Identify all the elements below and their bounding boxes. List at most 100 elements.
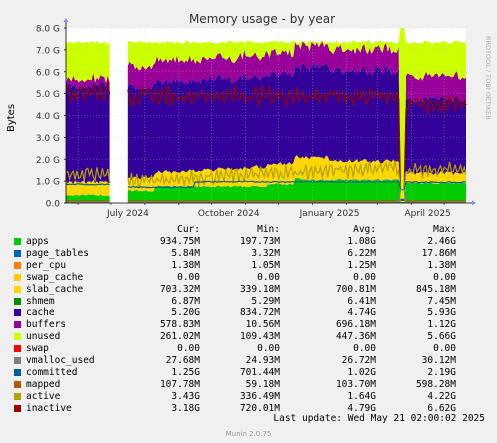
- y-tick-label: 8.0 G: [36, 25, 60, 35]
- legend-value-min: 197.73M: [239, 236, 280, 247]
- legend-swatch-unused: [14, 333, 21, 341]
- legend-value-max: 17.86M: [421, 247, 456, 259]
- y-axis-label: Bytes: [6, 104, 17, 132]
- area-buffers: [66, 72, 110, 90]
- y-axis-ticks: 0.0 1.0 G 2.0 G 3.0 G 4.0 G 5.0 G 6.0 G 7.0 G 8.…: [36, 25, 66, 210]
- area-apps: [127, 178, 467, 203]
- legend-value-min: 3.32M: [251, 247, 280, 259]
- legend-row-active: active 3.43G 336.49M 1.64G 4.22G: [0, 391, 497, 403]
- legend-value-min: 1.05M: [251, 259, 280, 271]
- legend-name: active: [26, 390, 61, 402]
- rrdtool-credit: RRDTOOL / TOBI OETIKER: [484, 36, 492, 120]
- legend-name: apps: [26, 236, 49, 247]
- legend-value-cur: 261.02M: [159, 331, 200, 343]
- legend-value-min: 336.49M: [239, 390, 280, 402]
- legend-swatch-vmalloc_used: [14, 357, 21, 364]
- line-committed: [65, 183, 110, 186]
- legend-value-min: 720.01M: [239, 402, 280, 414]
- legend-value-min: 834.72M: [239, 307, 280, 319]
- legend-value-avg: 0.00: [353, 271, 376, 283]
- legend-value-max: 5.66G: [427, 331, 456, 343]
- legend-value-cur: 0.00: [177, 343, 200, 355]
- line-vmalloc_used: [127, 189, 466, 203]
- legend-value-avg: 1.64G: [347, 390, 376, 402]
- legend-row-buffers: buffers 578.83M 10.56M 696.18M 1.12G: [0, 319, 497, 331]
- legend-swatch-swap: [14, 345, 21, 353]
- legend-value-min: 339.18M: [239, 283, 280, 295]
- legend-name: slab_cache: [26, 283, 84, 295]
- legend-row-swap_cache: swap_cache 0.00 0.00 0.00 0.00: [0, 272, 497, 284]
- x-tick-label: July 2024: [106, 209, 149, 219]
- legend-value-max: 598.28M: [415, 378, 456, 390]
- legend-name: unused: [26, 331, 61, 343]
- x-axis-ticks: July 2024 October 2024 January 2025 April 2…: [77, 203, 451, 219]
- legend-value-min: 701.44M: [239, 366, 280, 378]
- legend-value-max: 5.93G: [427, 307, 456, 319]
- legend-swatch-per_cpu: [14, 261, 21, 269]
- legend-name: committed: [26, 366, 78, 378]
- legend-row-per_cpu: per_cpu 1.38M 1.05M 1.25M 1.38M: [0, 260, 497, 272]
- legend-value-max: 0.00: [433, 271, 456, 283]
- legend-value-min: 59.18M: [245, 378, 280, 390]
- legend-value-min: 24.93M: [245, 355, 280, 366]
- legend-value-cur: 5.20G: [171, 307, 200, 319]
- legend-value-cur: 107.78M: [159, 378, 200, 390]
- legend-value-cur: 0.00: [177, 271, 200, 283]
- legend-value-avg: 700.81M: [335, 283, 376, 295]
- chart-title: Memory usage - by year: [189, 12, 335, 26]
- legend-value-max: 1.12G: [427, 319, 456, 331]
- legend-row-mapped: mapped 107.78M 59.18M 103.70M 598.28M: [0, 379, 497, 391]
- legend-value-max: 6.62G: [427, 402, 456, 414]
- legend-header-cur: Cur:: [177, 224, 200, 235]
- line-inactive: [127, 84, 467, 191]
- legend-value-avg: 1.02G: [347, 366, 376, 378]
- line-active: [127, 160, 467, 191]
- legend-value-max: 4.22G: [427, 390, 456, 402]
- legend-value-avg: 1.25M: [347, 259, 376, 271]
- y-tick-label: 3.0 G: [36, 134, 60, 144]
- legend-value-max: 2.46G: [427, 236, 456, 247]
- legend-value-max: 845.18M: [415, 283, 456, 295]
- line-committed: [127, 180, 467, 191]
- legend-row-cache: cache 5.20G 834.72M 4.74G 5.93G: [0, 307, 497, 319]
- legend-swatch-page_tables: [14, 249, 21, 257]
- legend-value-cur: 3.43G: [171, 390, 200, 402]
- legend-value-min: 5.29M: [251, 295, 280, 307]
- legend-swatch-swap_cache: [14, 273, 21, 281]
- x-axis-arrow: [472, 200, 476, 206]
- x-tick-label: April 2025: [404, 209, 450, 219]
- y-tick-label: 4.0 G: [36, 112, 60, 122]
- legend-name: inactive: [26, 402, 72, 414]
- legend-value-max: 2.19G: [427, 366, 456, 378]
- line-inactive: [65, 80, 111, 103]
- y-axis-arrow: [63, 18, 69, 22]
- legend-value-min: 0.00: [257, 271, 280, 283]
- legend-name: swap_cache: [26, 271, 84, 283]
- legend-value-avg: 26.72M: [341, 355, 376, 366]
- legend-swatch-slab_cache: [14, 285, 21, 293]
- legend-value-cur: 703.32M: [159, 283, 200, 295]
- legend-name: vmalloc_used: [26, 355, 95, 366]
- y-tick-label: 1.0 G: [36, 178, 60, 188]
- y-tick-label: 6.0 G: [36, 68, 60, 78]
- legend-swatch-apps: [14, 238, 21, 245]
- y-tick-label: 0.0: [46, 200, 61, 210]
- legend-value-avg: 696.18M: [335, 319, 376, 331]
- legend-name: buffers: [26, 319, 67, 331]
- legend-value-avg: 4.79G: [347, 402, 376, 414]
- legend-value-min: 109.43M: [239, 331, 280, 343]
- legend-swatch-committed: [14, 368, 21, 376]
- legend-name: per_cpu: [26, 259, 67, 271]
- footer: Munin 2.0.75: [225, 430, 272, 438]
- area-unused: [66, 40, 110, 83]
- legend-value-avg: 447.36M: [335, 331, 376, 343]
- legend-name: page_tables: [26, 247, 89, 259]
- legend-row-apps: apps 934.75M 197.73M 1.08G 2.46G: [0, 236, 497, 248]
- legend-swatch-active: [14, 392, 21, 400]
- legend-swatch-shmem: [14, 297, 21, 305]
- legend-row-inactive: inactive 3.18G 720.01M 4.79G 6.62G: [0, 403, 497, 415]
- overlay-lines: [65, 80, 467, 203]
- last-update: Last update: Wed May 21 02:00:02 2025: [273, 413, 485, 424]
- legend-value-avg: 6.22M: [347, 247, 376, 259]
